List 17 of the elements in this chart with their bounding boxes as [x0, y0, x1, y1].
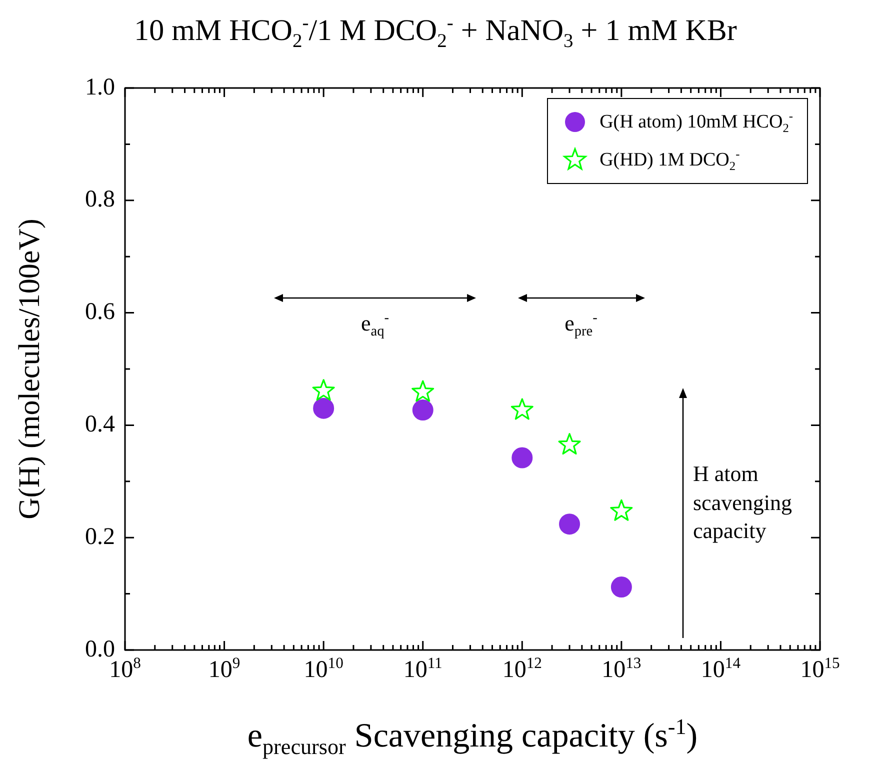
- x-tick-label: 10$^{11}$: [403, 655, 442, 683]
- y-tick-label: 0.8: [85, 186, 115, 213]
- x-tick-label: 10$^{14}$: [700, 655, 740, 683]
- y-tick-label: 0.0: [85, 636, 115, 662]
- x-tick-label: 10$^{15}$: [800, 655, 840, 683]
- x-axis-title: e$_{precursor}$ Scavenging capacity (s$^{-1}$): [247, 714, 698, 760]
- x-tick-label: 10$^{9}$: [208, 655, 240, 683]
- y-tick-label: 0.2: [85, 524, 115, 550]
- x-tick-label: 10$^{10}$: [304, 655, 344, 683]
- y-axis-title: G(H) (molecules/100eV): [13, 218, 46, 520]
- annotation: H atom scavenging capacity: [693, 460, 793, 546]
- x-tick-label: 10$^{12}$: [502, 655, 542, 683]
- x-tick-label: 10$^{13}$: [602, 655, 642, 683]
- chart-title: 10 mM HCO$_{2}$$^{-}$/1 M DCO$_{2}$$^{-}$ + NaNO$_{3}$ + 1 mM KBr: [134, 13, 737, 52]
- y-tick-label: 0.4: [85, 411, 115, 438]
- y-tick-label: 1.0: [85, 74, 115, 100]
- y-tick-label: 0.6: [85, 299, 115, 326]
